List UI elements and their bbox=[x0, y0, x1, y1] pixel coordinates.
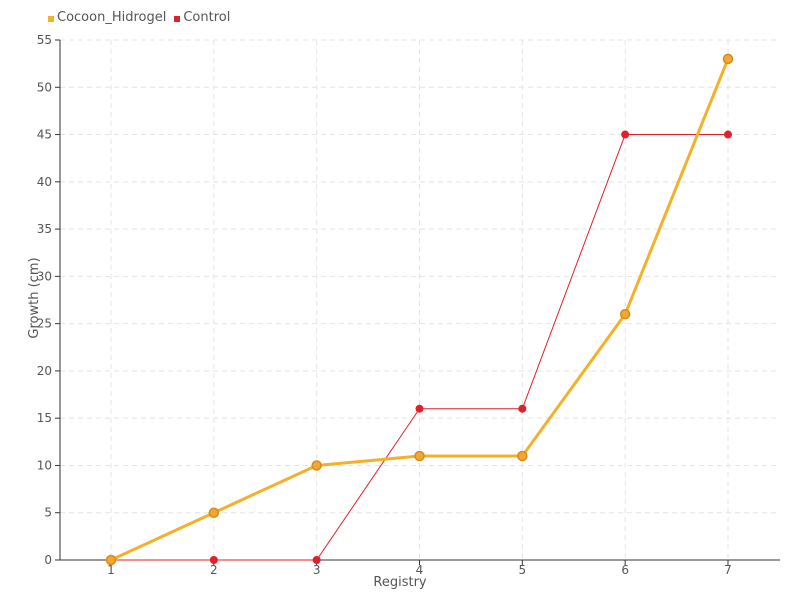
y-tick-label: 55 bbox=[37, 33, 52, 47]
data-point-control[interactable] bbox=[724, 130, 732, 139]
y-tick-label: 45 bbox=[37, 128, 52, 142]
legend-item-control[interactable]: Control bbox=[174, 10, 230, 25]
y-tick-label: 40 bbox=[37, 175, 52, 189]
data-point-control[interactable] bbox=[518, 404, 527, 413]
x-tick-label: 7 bbox=[724, 563, 732, 577]
legend-swatch-cocoon-hidrogel bbox=[48, 15, 54, 22]
data-point-cocoon-hidrogel[interactable] bbox=[208, 507, 220, 518]
data-point-control[interactable] bbox=[209, 556, 218, 564]
y-axis-title: Growth (cm) bbox=[27, 257, 42, 338]
y-tick-label: 25 bbox=[37, 317, 52, 331]
y-tick-label: 50 bbox=[37, 80, 52, 94]
y-tick-label: 5 bbox=[44, 506, 52, 520]
data-point-cocoon-hidrogel[interactable] bbox=[619, 308, 631, 320]
x-tick-label: 5 bbox=[519, 563, 527, 577]
data-point-cocoon-hidrogel[interactable] bbox=[722, 53, 734, 65]
y-tick-label: 30 bbox=[37, 269, 52, 283]
legend: Cocoon_Hidrogel Control bbox=[48, 10, 238, 25]
x-tick-label: 3 bbox=[313, 563, 321, 577]
data-point-cocoon-hidrogel[interactable] bbox=[311, 460, 322, 471]
x-tick-label: 1 bbox=[107, 563, 115, 577]
data-point-control[interactable] bbox=[415, 404, 424, 413]
y-tick-label: 0 bbox=[44, 553, 52, 567]
data-point-cocoon-hidrogel[interactable] bbox=[414, 450, 425, 462]
data-point-cocoon-hidrogel[interactable] bbox=[105, 554, 117, 566]
data-point-control[interactable] bbox=[312, 556, 321, 564]
legend-label-cocoon-hidrogel: Cocoon_Hidrogel bbox=[57, 10, 167, 25]
legend-label-control: Control bbox=[183, 10, 231, 25]
x-tick-label: 2 bbox=[210, 563, 218, 577]
y-tick-label: 15 bbox=[37, 411, 52, 425]
legend-swatch-control bbox=[174, 15, 181, 22]
legend-item-cocoon-hidrogel[interactable]: Cocoon_Hidrogel bbox=[48, 10, 166, 25]
data-point-control[interactable] bbox=[621, 130, 630, 139]
x-tick-label: 4 bbox=[416, 563, 424, 577]
y-tick-label: 10 bbox=[37, 458, 52, 472]
data-point-cocoon-hidrogel[interactable] bbox=[517, 450, 528, 462]
x-tick-label: 6 bbox=[621, 563, 629, 577]
y-tick-label: 35 bbox=[37, 222, 52, 236]
x-axis-title: Registry bbox=[373, 575, 427, 590]
y-tick-label: 20 bbox=[37, 364, 52, 378]
